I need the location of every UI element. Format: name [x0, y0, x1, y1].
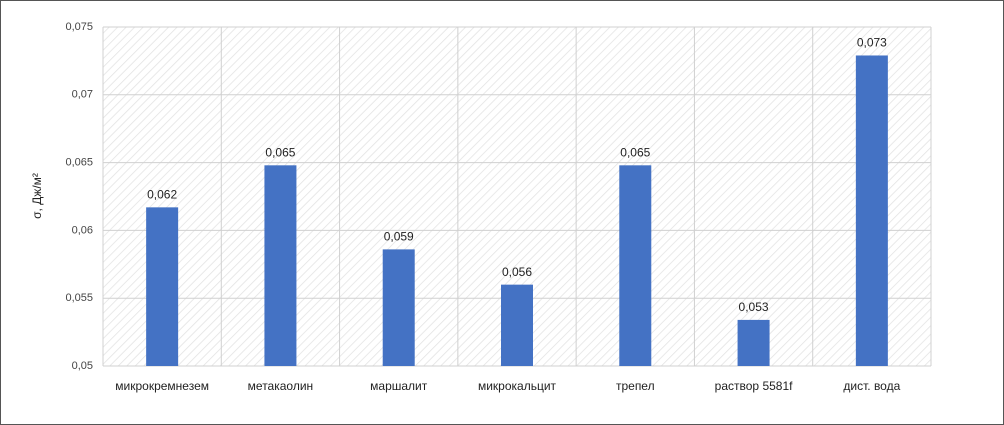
y-tick-label: 0,06	[72, 224, 93, 236]
y-tick-label: 0,065	[65, 157, 93, 169]
bar	[146, 207, 179, 366]
x-tick-label: микрокремнезем	[115, 379, 209, 393]
y-tick-label: 0,075	[65, 21, 93, 33]
x-tick-label: маршалит	[370, 379, 428, 393]
data-label: 0,065	[620, 145, 650, 159]
bar	[382, 249, 415, 366]
y-tick-label: 0,055	[65, 292, 93, 304]
bar	[264, 165, 297, 366]
y-tick-label: 0,07	[72, 89, 93, 101]
data-label: 0,056	[502, 265, 532, 279]
data-label: 0,062	[147, 188, 177, 202]
bar	[619, 165, 652, 366]
x-tick-label: дист. вода	[843, 379, 900, 393]
data-label: 0,065	[265, 145, 295, 159]
y-axis-title: σ, Дж/м²	[30, 173, 44, 219]
data-label: 0,073	[857, 36, 887, 50]
bar	[855, 55, 888, 366]
x-tick-label: метакаолин	[248, 379, 314, 393]
bar	[737, 319, 770, 366]
y-tick-label: 0,05	[72, 360, 93, 372]
x-tick-label: микрокальцит	[478, 379, 557, 393]
x-tick-label: раствор 5581f	[715, 379, 793, 393]
data-label: 0,053	[739, 300, 769, 314]
x-tick-label: трепел	[616, 379, 655, 393]
data-label: 0,059	[384, 230, 414, 244]
bar	[501, 284, 533, 366]
